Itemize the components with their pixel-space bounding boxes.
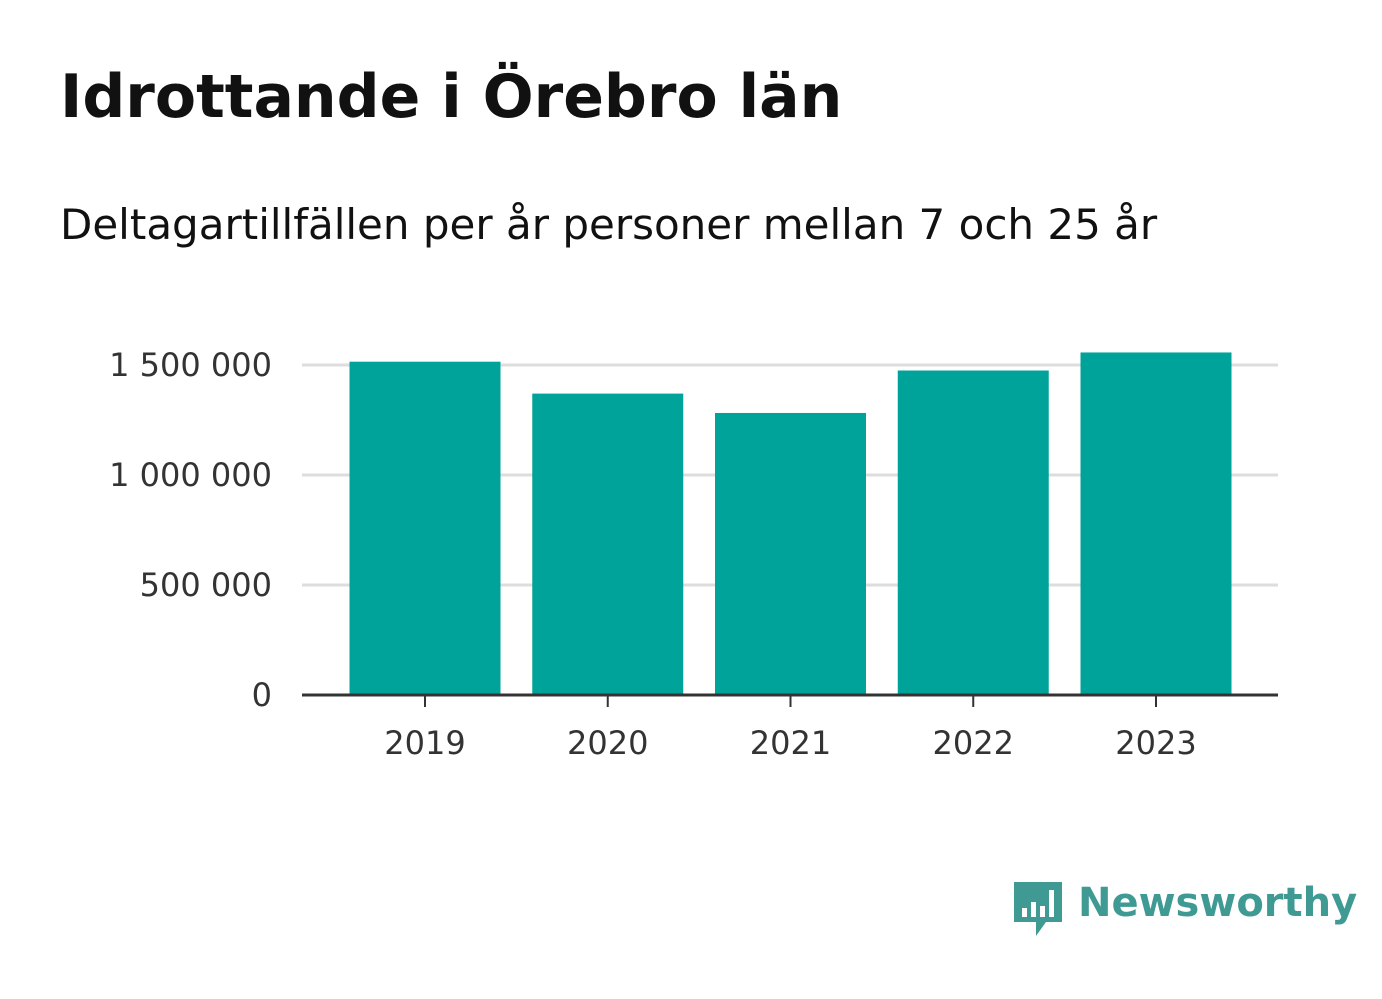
bar-2023	[1080, 352, 1232, 695]
y-tick-label: 1 000 000	[109, 456, 272, 494]
x-tick-label: 2021	[750, 724, 831, 762]
chart-subtitle: Deltagartillfällen per år personer mella…	[60, 200, 1158, 249]
x-tick-label: 2022	[933, 724, 1014, 762]
x-tick-label: 2020	[567, 724, 648, 762]
newsworthy-logo: Newsworthy	[1010, 878, 1357, 942]
bar-2021	[715, 412, 866, 695]
bar-2020	[532, 393, 684, 695]
y-tick-label: 0	[252, 676, 272, 714]
bars	[349, 352, 1232, 695]
x-tick-label: 2019	[384, 724, 465, 762]
newsworthy-logo-icon	[1014, 882, 1062, 936]
chart-title: Idrottande i Örebro län	[60, 62, 843, 132]
y-tick-label: 500 000	[140, 566, 272, 604]
x-tick-label: 2023	[1115, 724, 1196, 762]
y-tick-label: 1 500 000	[109, 346, 272, 384]
y-axis-tick-labels: 0 500 000 1 000 000 1 500 000	[109, 346, 272, 714]
x-axis	[302, 693, 1278, 707]
brand-name: Newsworthy	[1078, 880, 1358, 926]
bar-2019	[349, 361, 501, 695]
bar-2022	[897, 370, 1049, 695]
x-axis-tick-labels: 2019 2020 2021 2022 2023	[384, 724, 1196, 762]
